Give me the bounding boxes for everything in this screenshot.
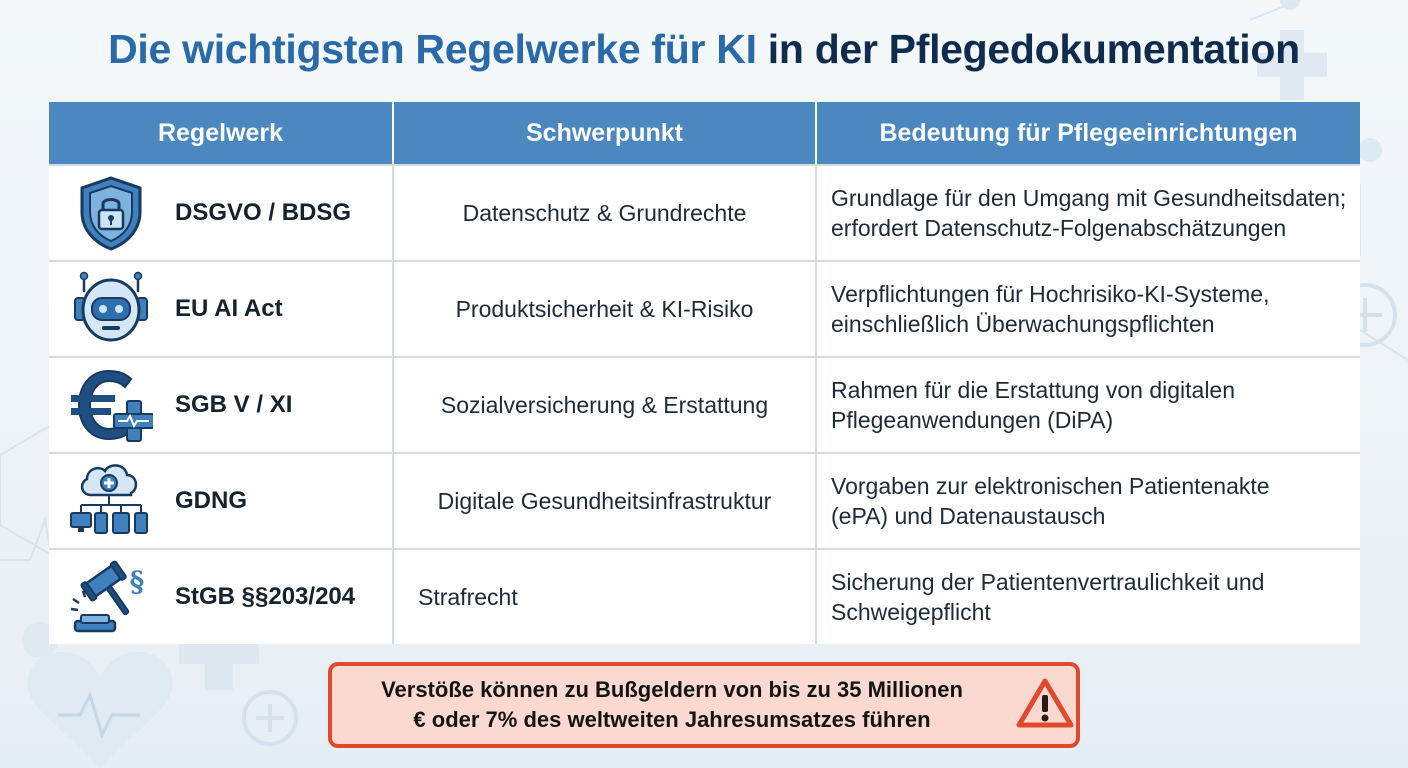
table-row: EU AI Act Produktsicherheit & KI-Risiko … [49, 260, 1360, 356]
header-schwerpunkt: Schwerpunkt [394, 102, 817, 164]
bedeutung-cell: Grundlage für den Umgang mit Gesundheits… [831, 185, 1347, 241]
schwerpunkt-cell: Sozialversicherung & Erstattung [394, 358, 817, 452]
svg-text:§: § [130, 565, 145, 598]
bedeutung-cell: Sicherung der Patientenvertraulichkeit u… [831, 569, 1265, 625]
table-row: § StGB §§203/204 Strafrecht Sicherung de… [49, 548, 1360, 644]
table-row: DSGVO / BDSG Datenschutz & Grundrechte G… [49, 164, 1360, 260]
bedeutung-cell: Verpflichtungen für Hochrisiko-KI-System… [831, 281, 1270, 337]
warning-box: Verstöße können zu Bußgeldern von bis zu… [328, 662, 1080, 748]
warning-text: Verstöße können zu Bußgeldern von bis zu… [381, 677, 963, 732]
schwerpunkt-cell: Datenschutz & Grundrechte [394, 166, 817, 260]
schwerpunkt-cell: Strafrecht [394, 550, 817, 644]
cloud-network-icon [69, 461, 153, 541]
regelwerk-name: SGB V / XI [175, 391, 293, 418]
regelwerk-name: StGB §§203/204 [175, 583, 356, 610]
warning-triangle-icon [1016, 677, 1074, 734]
regulations-table: Regelwerk Schwerpunkt Bedeutung für Pfle… [49, 102, 1360, 644]
title-rest: in der Pflegedokumentation [767, 26, 1300, 72]
page-title: Die wichtigsten Regelwerke für KI in der… [0, 26, 1408, 73]
regelwerk-name: EU AI Act [175, 295, 283, 322]
bedeutung-cell: Vorgaben zur elektronischen Patientenakt… [831, 473, 1270, 529]
shield-lock-icon [69, 173, 153, 253]
table-row: GDNG Digitale Gesundheitsinfrastruktur V… [49, 452, 1360, 548]
schwerpunkt-cell: Produktsicherheit & KI-Risiko [394, 262, 817, 356]
header-bedeutung: Bedeutung für Pflegeeinrichtungen [879, 118, 1298, 147]
regelwerk-name: GDNG [175, 487, 247, 514]
schwerpunkt-cell: Digitale Gesundheitsinfrastruktur [394, 454, 817, 548]
table-row: SGB V / XI Sozialversicherung & Erstattu… [49, 356, 1360, 452]
header-regelwerk: Regelwerk [49, 102, 394, 164]
title-accent: Die wichtigsten Regelwerke für KI [108, 26, 757, 72]
euro-plus-icon [69, 365, 153, 445]
robot-icon [69, 269, 153, 349]
bedeutung-cell: Rahmen für die Erstattung von digitalen … [831, 377, 1236, 433]
gavel-paragraph-icon: § [69, 557, 153, 637]
table-header: Regelwerk Schwerpunkt Bedeutung für Pfle… [49, 102, 1360, 164]
regelwerk-name: DSGVO / BDSG [175, 199, 352, 226]
